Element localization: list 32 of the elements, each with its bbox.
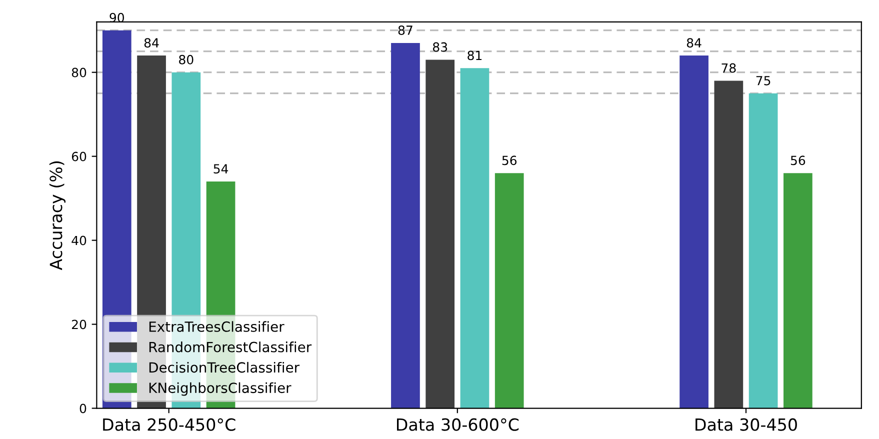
bar [494, 173, 524, 408]
x-tick-label: Data 30-600°C [397, 418, 519, 431]
data-label: 81 [468, 50, 482, 60]
data-label: 80 [179, 54, 194, 64]
y-tick-label: 80 [72, 68, 86, 78]
data-label: 84 [144, 38, 159, 48]
data-label: 54 [214, 164, 228, 174]
x-tick-label: Data 250-450°C [103, 418, 236, 431]
data-label: 78 [722, 63, 736, 73]
y-tick-label: 20 [72, 320, 86, 330]
bar [680, 56, 708, 408]
legend-label: RandomForestClassifier [149, 342, 312, 352]
y-tick-label: 60 [72, 152, 86, 162]
data-label: 84 [686, 38, 702, 48]
y-tick-label: 0 [80, 404, 86, 414]
bar [426, 60, 455, 408]
bar [460, 68, 490, 408]
y-axis-title: Accuracy (%) [49, 161, 66, 270]
legend-label: ExtraTreesClassifier [149, 321, 284, 332]
bar [748, 93, 778, 408]
data-label: 75 [756, 76, 770, 86]
bar [714, 80, 744, 408]
x-tick-label: Data 30-450 [696, 418, 797, 431]
bar [784, 173, 812, 408]
data-label: 56 [790, 156, 806, 166]
bar [391, 42, 420, 408]
legend-label: DecisionTreeClassifier [149, 362, 300, 373]
data-label: 83 [432, 42, 448, 52]
data-label: 56 [502, 156, 517, 166]
y-tick-label: 40 [72, 236, 86, 246]
data-label: 87 [398, 26, 412, 35]
legend-label: KNeighborsClassifier [149, 382, 292, 396]
